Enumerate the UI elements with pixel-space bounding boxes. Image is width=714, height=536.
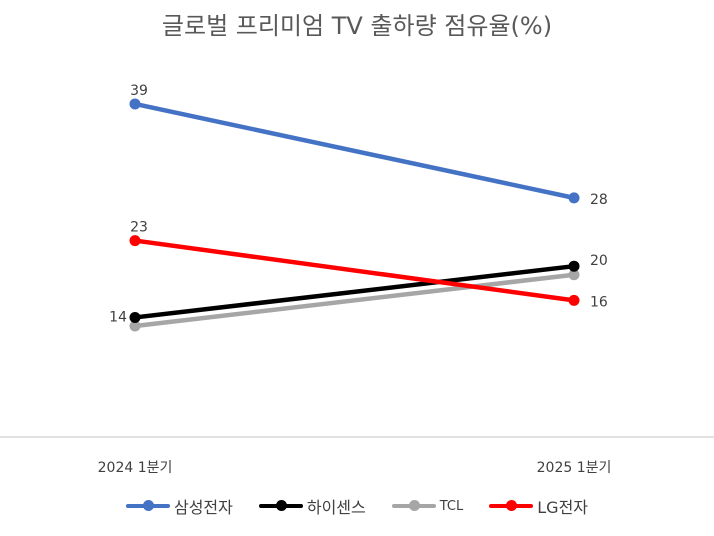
legend-item-hisense[interactable]: 하이센스	[258, 494, 366, 518]
chart-legend: 삼성전자 하이센스 TCL LG전자	[0, 494, 714, 518]
series-layer	[129, 98, 580, 332]
data-label-0-1: 28	[590, 192, 608, 208]
x-tick-label-1: 2025 1분기	[537, 460, 612, 476]
data-point-2-1	[568, 269, 580, 281]
series-line-3	[132, 238, 577, 303]
legend-label: LG전자	[537, 498, 589, 517]
chart-title: 글로벌 프리미엄 TV 출하량 점유율(%)	[161, 12, 553, 40]
x-tick-label-0: 2024 1분기	[98, 460, 173, 476]
legend-swatch-icon	[489, 500, 534, 512]
series-line-1	[132, 263, 577, 320]
legend-dot	[142, 500, 154, 511]
legend-item-samsung[interactable]: 삼성전자	[125, 494, 233, 518]
legend-label: TCL	[439, 498, 464, 514]
data-label-0-0: 39	[130, 83, 148, 99]
legend-swatch-icon	[391, 500, 436, 512]
tick-layer: 2024 1분기 2025 1분기	[98, 460, 612, 476]
data-label-3-1: 16	[590, 294, 608, 310]
series-line-2	[132, 272, 577, 329]
data-point-0-0	[129, 98, 141, 110]
legend-dot	[408, 500, 420, 511]
data-point-3-0	[129, 235, 141, 247]
legend-dot	[506, 500, 518, 511]
legend-swatch-icon	[258, 500, 303, 512]
legend-label: 하이센스	[306, 498, 366, 517]
data-label-1-0: 14	[109, 309, 127, 325]
legend-item-tcl[interactable]: TCL	[391, 498, 464, 514]
label-layer: 39 28 14 20 23 16	[109, 83, 608, 326]
data-point-2-0	[129, 320, 141, 332]
legend-label: 삼성전자	[173, 498, 233, 517]
data-point-1-1	[568, 260, 580, 272]
legend-item-lg[interactable]: LG전자	[489, 494, 588, 518]
legend-dot	[275, 500, 287, 511]
series-line-0	[132, 101, 577, 201]
data-point-0-1	[568, 192, 580, 204]
data-label-1-1: 20	[590, 253, 608, 269]
chart-plot: 39 28 14 20 23 16 2024 1분기 2025 1분기	[0, 83, 714, 476]
legend-swatch-icon	[125, 500, 170, 512]
data-point-3-1	[568, 294, 580, 306]
data-point-1-0	[129, 311, 141, 323]
data-label-3-0: 23	[130, 220, 148, 236]
